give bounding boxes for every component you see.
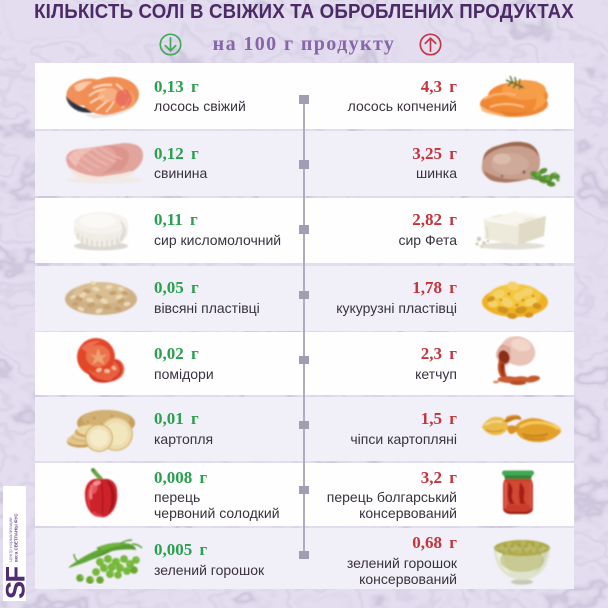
svg-text:SF: SF: [3, 566, 26, 599]
svg-text:Центр нормализации: Центр нормализации: [8, 517, 13, 562]
svg-text:веса СВЕТЛАНЫ ФУС: веса СВЕТЛАНЫ ФУС: [14, 513, 19, 562]
